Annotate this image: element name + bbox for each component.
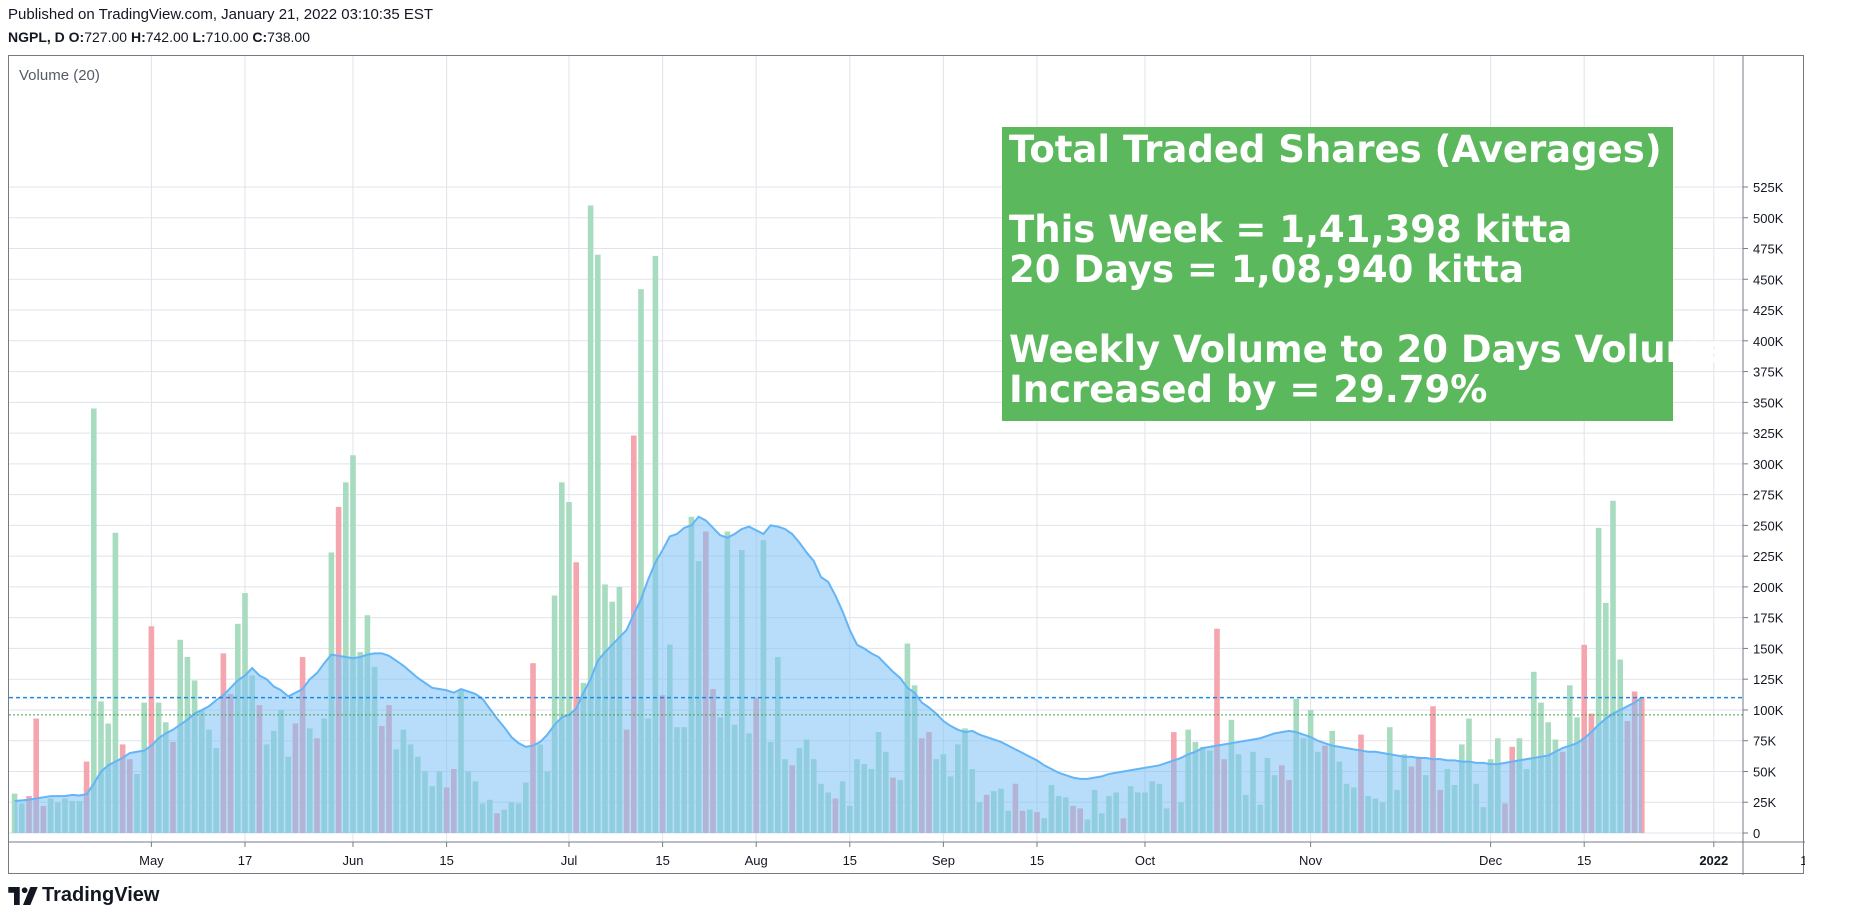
- volume-bar[interactable]: [1531, 671, 1537, 833]
- low-label: L:: [192, 29, 206, 45]
- volume-bar[interactable]: [652, 255, 659, 833]
- volume-chart[interactable]: 0 25K 50K 75K 100K 125K 150K 175K 200K 225K 250K 27…: [9, 56, 1805, 875]
- x-tick-label: Sep: [932, 853, 955, 868]
- info-20-days: 20 Days = 1,08,940 kitta: [1009, 248, 1524, 291]
- x-tick-label: Aug: [745, 853, 768, 868]
- close-value: 738.00: [267, 29, 310, 45]
- open-value: 727.00: [84, 29, 128, 45]
- y-tick-label: 125K: [1753, 672, 1784, 687]
- y-tick-label: 100K: [1753, 703, 1784, 718]
- volume-bar[interactable]: [98, 701, 104, 833]
- volume-bar[interactable]: [1610, 500, 1616, 833]
- volume-bar[interactable]: [148, 626, 155, 833]
- chart-frame[interactable]: 0 25K 50K 75K 100K 125K 150K 175K 200K 225K 250K 27…: [8, 55, 1805, 875]
- volume-bar[interactable]: [587, 205, 594, 833]
- y-tick-label: 150K: [1753, 641, 1784, 656]
- y-tick-label: 75K: [1753, 734, 1776, 749]
- close-label: C:: [252, 29, 268, 45]
- info-ratio-label: Weekly Volume to 20 Days Volume: [1009, 328, 1730, 371]
- volume-bar[interactable]: [638, 289, 644, 833]
- y-tick-label: 500K: [1753, 211, 1784, 226]
- y-tick-label: 450K: [1753, 272, 1784, 287]
- indicator-title[interactable]: Volume (20): [19, 67, 100, 84]
- high-label: H:: [130, 29, 146, 45]
- y-tick-label: 300K: [1753, 457, 1784, 472]
- x-tick-label: 15: [439, 853, 453, 868]
- y-tick-label: 350K: [1753, 395, 1784, 410]
- low-value: 710.00: [205, 29, 249, 45]
- info-ratio-value: Increased by = 29.79%: [1009, 368, 1488, 411]
- y-tick-label: 25K: [1753, 795, 1776, 810]
- open-label: O:: [68, 29, 85, 45]
- y-tick-label: 200K: [1753, 580, 1784, 595]
- y-tick-label: 525K: [1753, 180, 1784, 195]
- x-tick-label: 15: [655, 853, 669, 868]
- volume-bar[interactable]: [1214, 628, 1220, 833]
- volume-bar[interactable]: [350, 455, 356, 833]
- y-tick-label: 425K: [1753, 303, 1784, 318]
- x-tick-label: Dec: [1479, 853, 1503, 868]
- y-tick-label: 325K: [1753, 426, 1784, 441]
- volume-bar[interactable]: [91, 408, 97, 833]
- x-tick-label: Oct: [1135, 853, 1156, 868]
- symbol-label[interactable]: NGPL, D: [8, 29, 65, 45]
- ohlc-legend: NGPL, D O:727.00 H:742.00 L:710.00 C:738…: [8, 29, 310, 45]
- volume-ma-area: [14, 516, 1642, 833]
- y-tick-label: 275K: [1753, 488, 1784, 503]
- x-tick-label: May: [139, 853, 164, 868]
- volume-bar[interactable]: [595, 254, 601, 833]
- y-tick-label: 225K: [1753, 549, 1784, 564]
- x-tick-label: Jun: [343, 853, 364, 868]
- volume-bar[interactable]: [33, 718, 39, 833]
- brand-name: TradingView: [42, 884, 160, 906]
- y-tick-label: 250K: [1753, 518, 1784, 533]
- info-title: Total Traded Shares (Averages): [1009, 128, 1662, 171]
- x-tick-label: Jul: [561, 853, 578, 868]
- x-tick-label: 17: [1800, 853, 1805, 868]
- y-tick-label: 50K: [1753, 764, 1776, 779]
- x-tick-label: 15: [1577, 853, 1591, 868]
- x-tick-label: 15: [843, 853, 857, 868]
- info-box: Total Traded Shares (Averages) This Week…: [1002, 127, 1730, 421]
- x-tick-label: 15: [1030, 853, 1044, 868]
- volume-bar[interactable]: [551, 595, 558, 833]
- published-info: Published on TradingView.com, January 21…: [8, 6, 434, 23]
- volume-bar[interactable]: [559, 482, 565, 833]
- volume-bar[interactable]: [566, 502, 572, 833]
- x-tick-label: 17: [238, 853, 252, 868]
- volume-bar[interactable]: [1595, 527, 1602, 833]
- volume-bar[interactable]: [112, 532, 119, 833]
- volume-ma-line[interactable]: [14, 515, 1643, 803]
- y-tick-label: 400K: [1753, 334, 1784, 349]
- x-tick-label: 2022: [1699, 853, 1728, 868]
- y-tick-label: 375K: [1753, 365, 1784, 380]
- info-this-week: This Week = 1,41,398 kitta: [1009, 208, 1573, 251]
- x-tick-label: Nov: [1299, 853, 1323, 868]
- y-tick-label: 475K: [1753, 242, 1784, 257]
- high-value: 742.00: [145, 29, 189, 45]
- tradingview-logo-icon: [8, 886, 38, 905]
- tradingview-brand[interactable]: TradingView: [8, 884, 159, 907]
- y-tick-label: 0: [1753, 826, 1760, 841]
- y-tick-label: 175K: [1753, 611, 1784, 626]
